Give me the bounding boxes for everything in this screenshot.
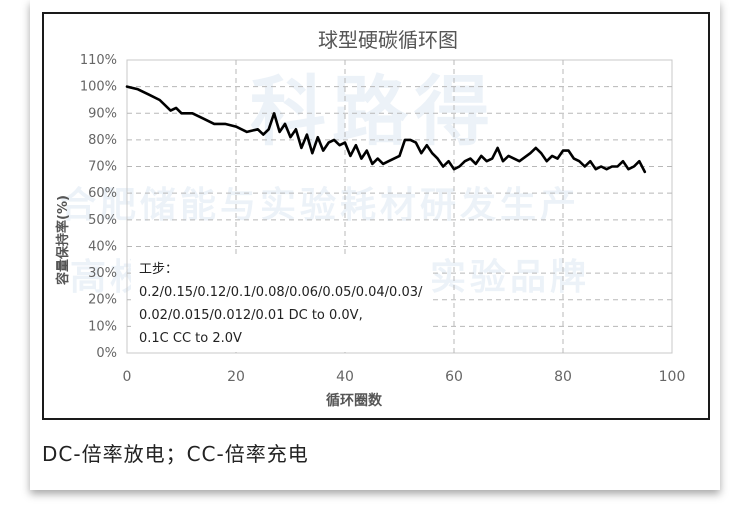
y-tick-label: 100% [80, 80, 117, 95]
x-axis-ticks: 0 20 40 60 80 100 [123, 369, 686, 385]
y-tick-label: 60% [88, 186, 117, 201]
y-tick-label: 20% [88, 293, 117, 308]
process-annotation: 工步： 0.2/0.15/0.12/0.1/0.08/0.06/0.05/0.0… [131, 256, 431, 352]
x-tick-label: 0 [123, 369, 132, 385]
x-tick-label: 100 [659, 369, 686, 385]
annotation-line-1: 工步： [139, 262, 179, 277]
series-line-0 [125, 85, 647, 174]
x-tick-label: 60 [445, 369, 463, 385]
y-tick-label: 30% [88, 266, 117, 281]
y-axis-ticks: 0% 10% 20% 30% 40% 50% 60% 70% 80% 90% 100% 110% [80, 53, 117, 361]
y-tick-label: 90% [88, 106, 117, 121]
x-tick-label: 20 [227, 369, 245, 385]
chart-frame [42, 12, 710, 420]
plot-area [126, 59, 673, 354]
y-tick-label: 40% [88, 239, 117, 254]
y-axis-label: 容量保持率(%) [55, 195, 71, 286]
annotation-line-3: 0.02/0.015/0.012/0.01 DC to 0.0V, [139, 308, 363, 323]
y-tick-label: 0% [96, 346, 117, 361]
y-tick-label: 80% [88, 133, 117, 148]
x-tick-label: 80 [554, 369, 572, 385]
y-tick-label: 110% [80, 53, 117, 68]
series-layer [125, 85, 647, 174]
x-tick-label: 40 [336, 369, 354, 385]
y-tick-label: 70% [88, 160, 117, 175]
y-tick-label: 10% [88, 319, 117, 334]
caption: DC-倍率放电；CC-倍率充电 [42, 442, 309, 466]
chart-title: 球型硬碳循环图 [318, 28, 458, 52]
annotation-line-2: 0.2/0.15/0.12/0.1/0.08/0.06/0.05/0.04/0.… [139, 285, 423, 300]
y-tick-label: 50% [88, 213, 117, 228]
x-axis-label: 循环圈数 [326, 392, 383, 409]
annotation-line-4: 0.1C CC to 2.0V [139, 331, 242, 346]
